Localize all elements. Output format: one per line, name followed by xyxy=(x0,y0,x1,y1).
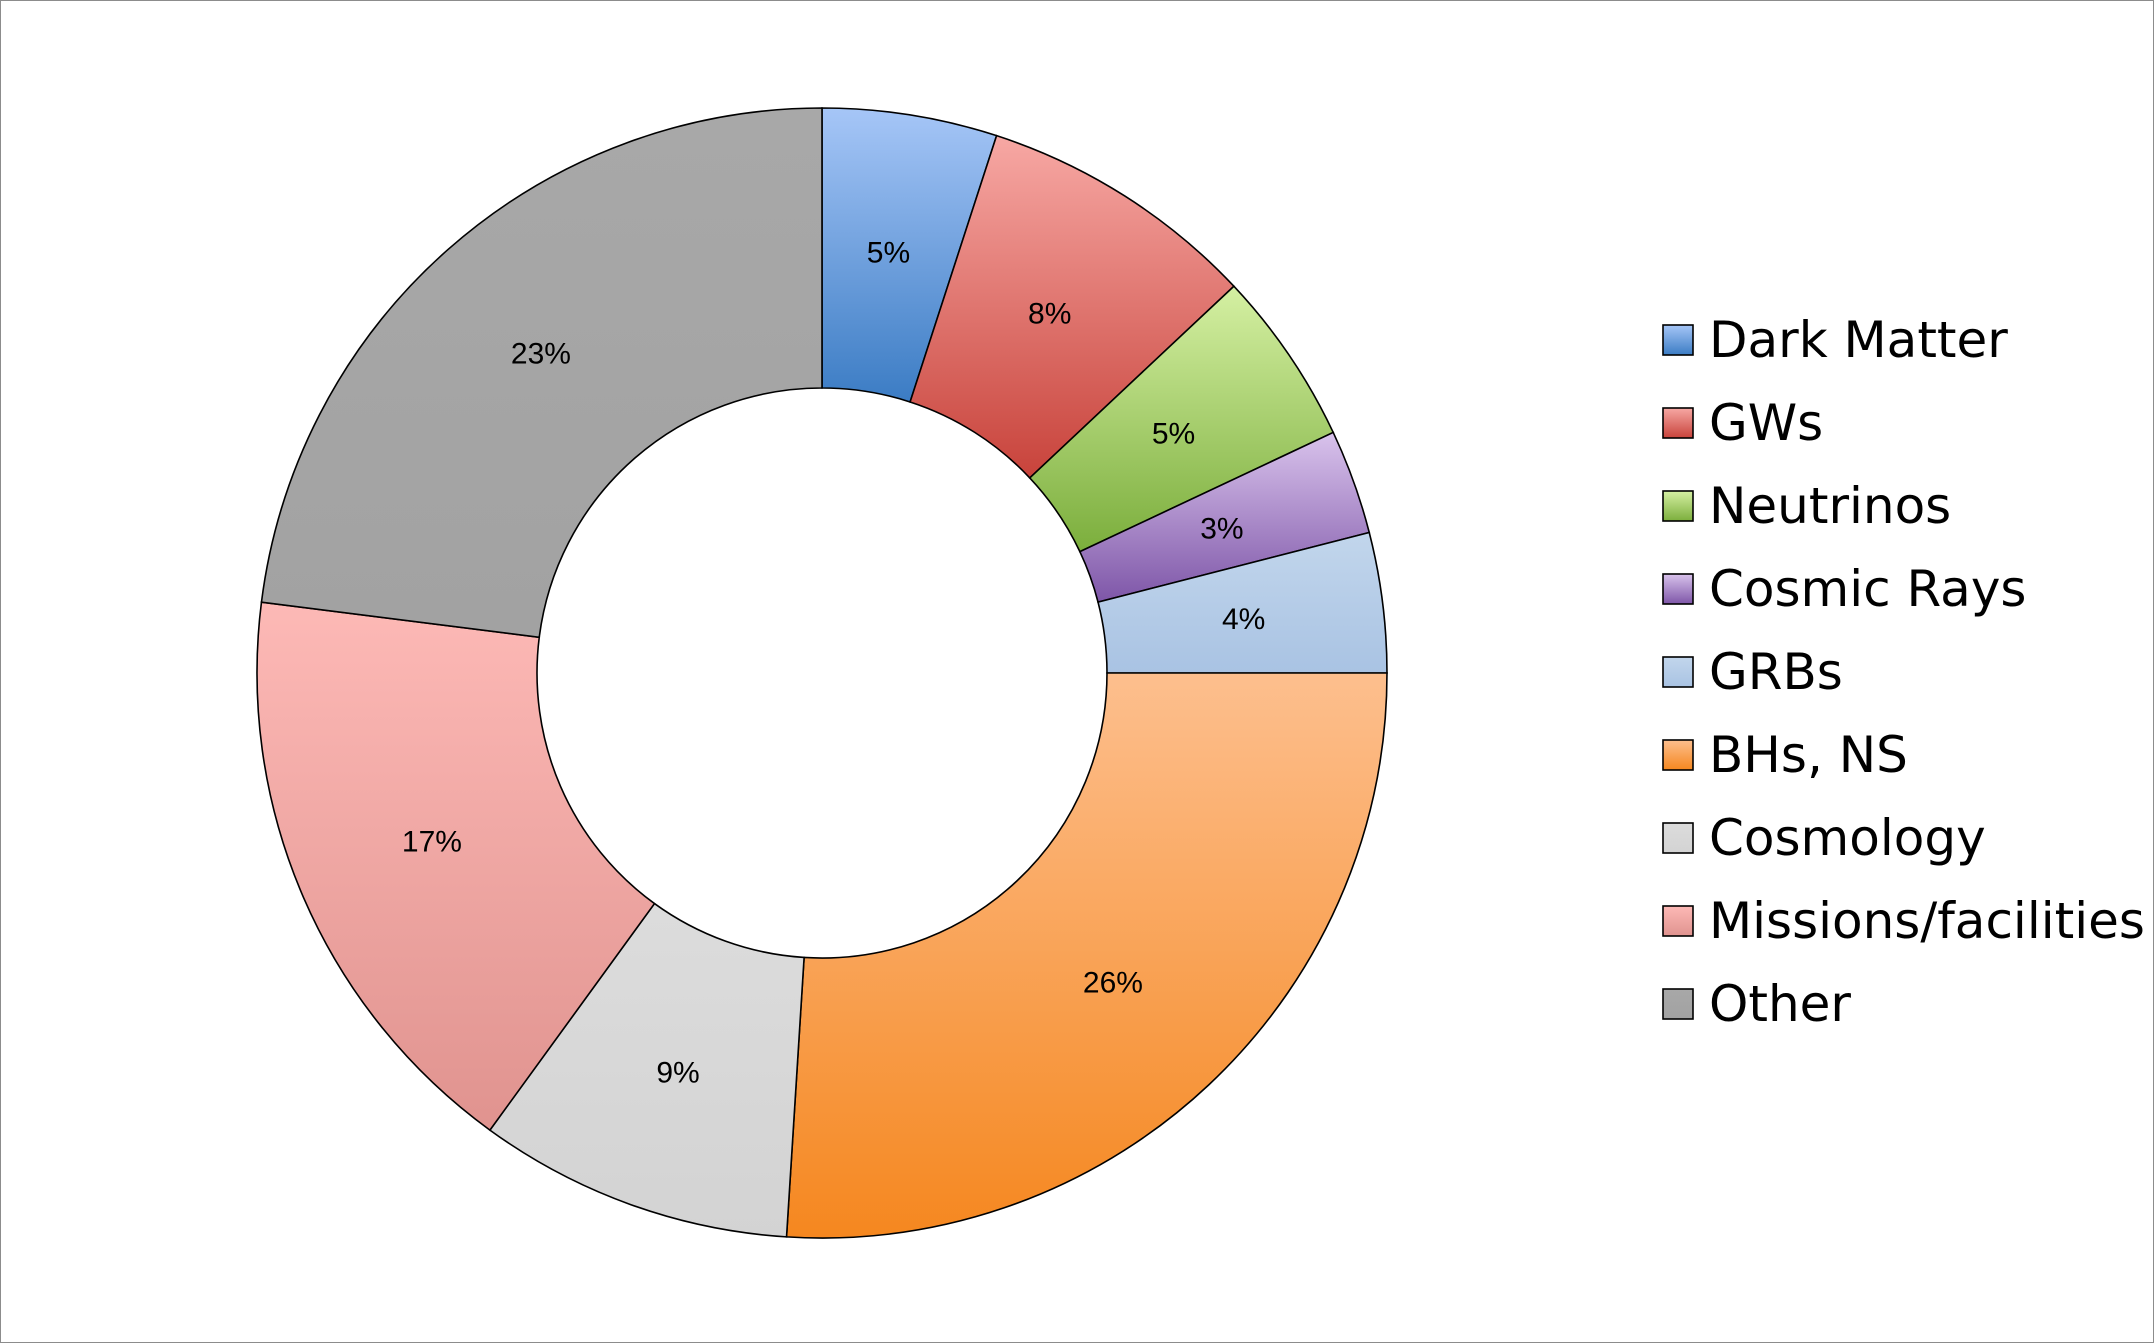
slices-layer xyxy=(256,107,1388,1239)
legend-label-other: Other xyxy=(1709,975,1851,1033)
slice-bhs-ns xyxy=(785,672,1388,1239)
legend-swatch-neutrinos xyxy=(1662,490,1694,522)
legend-swatch-bhs-ns xyxy=(1662,739,1694,771)
legend-label-dark-matter: Dark Matter xyxy=(1709,311,2008,369)
legend-label-gws: GWs xyxy=(1709,394,1823,452)
legend-label-missions-facilities: Missions/facilities xyxy=(1709,892,2145,950)
slice-label-cosmology: 9% xyxy=(656,1056,699,1089)
legend-swatch-dark-matter xyxy=(1662,324,1694,356)
slice-labels-layer: 5% 8% 5% 3% 4% 26% 9% 17% 23% xyxy=(402,237,1265,1090)
legend-swatch-missions-facilities xyxy=(1662,905,1694,937)
slice-cosmology xyxy=(488,902,805,1238)
legend-label-cosmic-rays: Cosmic Rays xyxy=(1709,560,2026,618)
legend-swatch-other xyxy=(1662,988,1694,1020)
slice-label-other: 23% xyxy=(511,338,571,371)
legend-swatch-cosmology xyxy=(1662,822,1694,854)
legend-label-cosmology: Cosmology xyxy=(1709,809,1986,867)
slice-label-grbs: 4% xyxy=(1222,603,1265,636)
slice-label-bhs-ns: 26% xyxy=(1083,966,1143,999)
legend-swatch-grbs xyxy=(1662,656,1694,688)
slice-other xyxy=(260,107,823,639)
legend-swatch-cosmic-rays xyxy=(1662,573,1694,605)
slice-missions-facilities xyxy=(256,601,656,1132)
legend-label-bhs-ns: BHs, NS xyxy=(1709,726,1908,784)
legend-label-neutrinos: Neutrinos xyxy=(1709,477,1951,535)
slice-label-gws: 8% xyxy=(1028,298,1071,331)
legend-swatch-gws xyxy=(1662,407,1694,439)
legend-label-grbs: GRBs xyxy=(1709,643,1843,701)
slice-label-dark-matter: 5% xyxy=(867,237,910,270)
legend: Dark Matter GWs Neutrinos Cosmic Rays GRBs BH… xyxy=(1662,311,2145,1033)
slice-label-cosmic-rays: 3% xyxy=(1200,513,1243,546)
slice-label-neutrinos: 5% xyxy=(1152,418,1195,451)
slice-label-missions-facilities: 17% xyxy=(402,825,462,858)
